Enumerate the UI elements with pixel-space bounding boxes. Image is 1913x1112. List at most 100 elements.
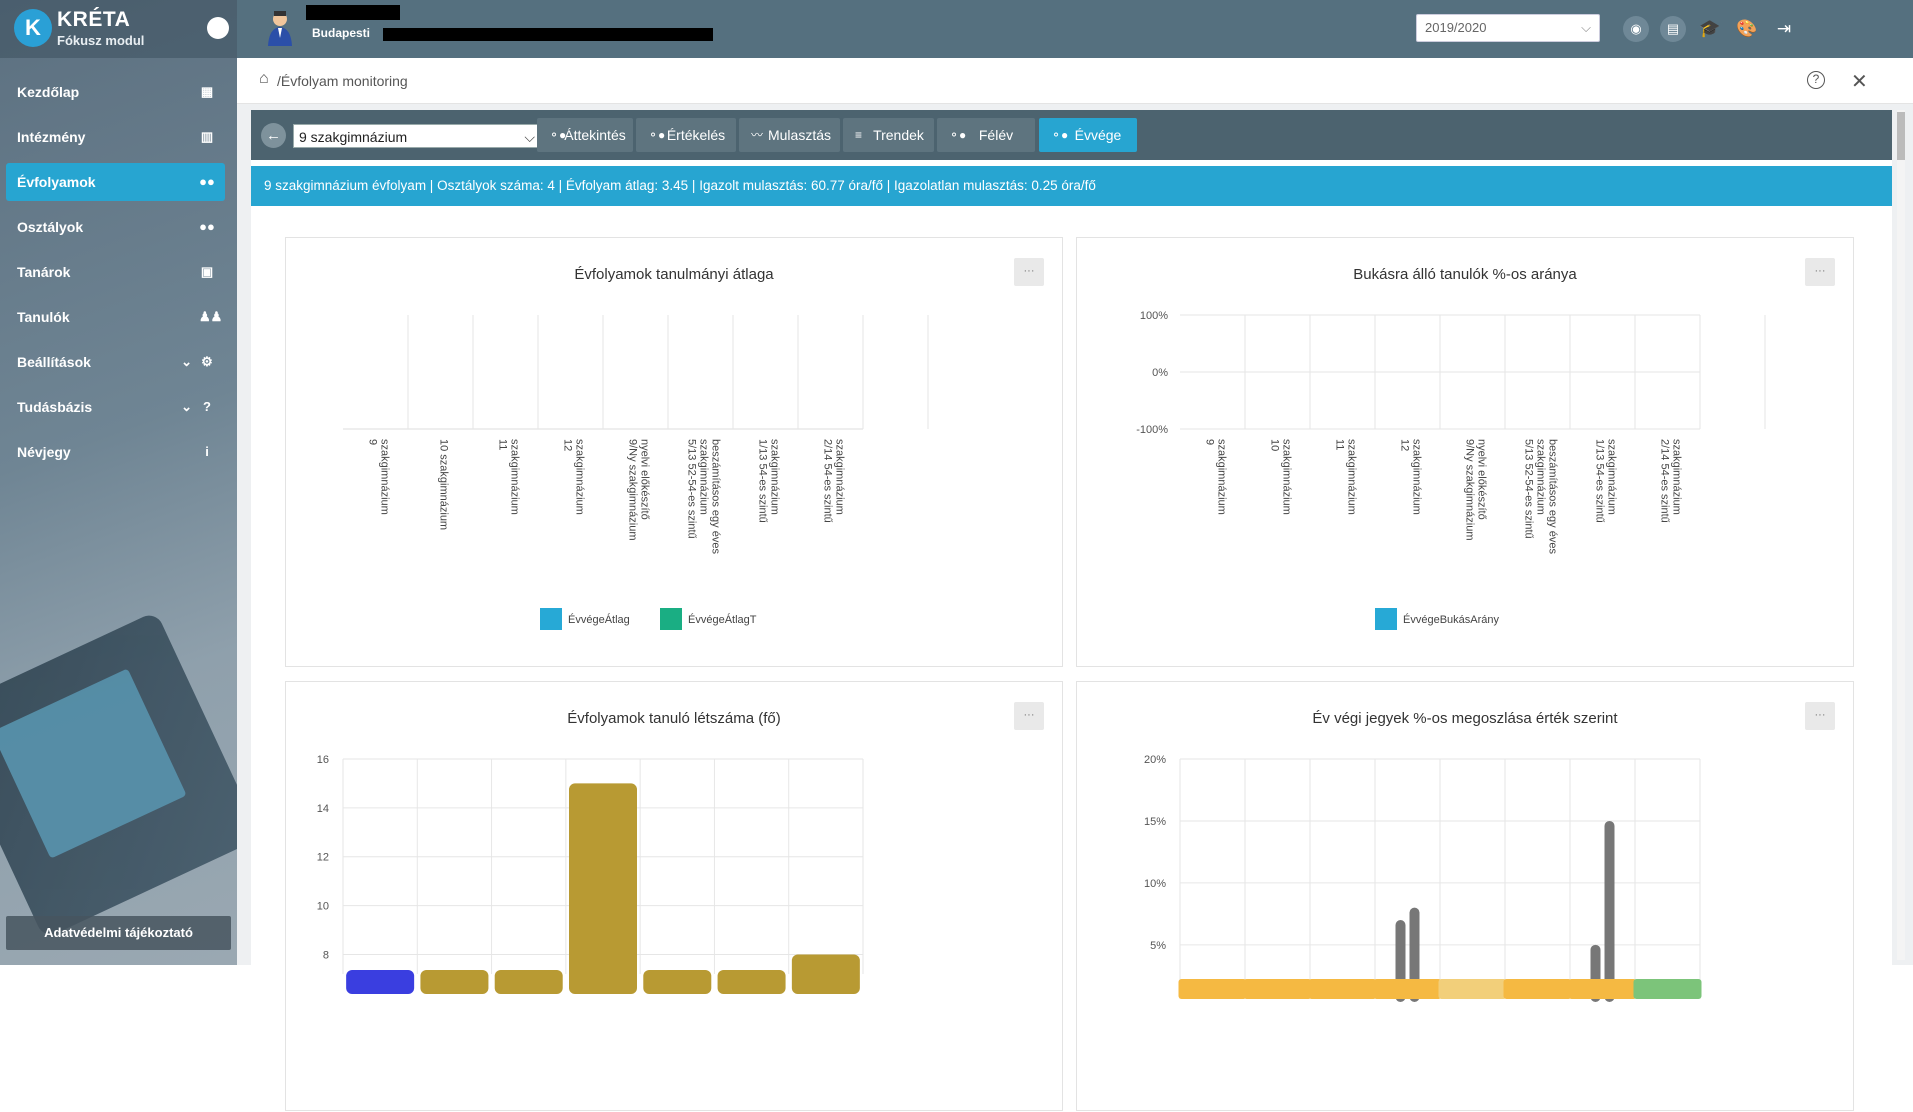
x-tick-label: szakgimnázium xyxy=(1346,439,1358,515)
x-tick-label: 2/14 54-es szintű xyxy=(1659,439,1671,523)
group-select-value: 9 szakgimnázium xyxy=(299,129,408,145)
sidebar-item-8[interactable]: Névjegy i xyxy=(6,433,225,471)
x-tick-label: szakgimnázium xyxy=(1606,439,1618,515)
group-icon: ●● xyxy=(199,219,215,234)
sidebar-item-1[interactable]: Intézmény ▥ xyxy=(6,118,225,156)
redacted-bar xyxy=(306,5,400,20)
tab-1[interactable]: ⚬● Értékelés xyxy=(636,118,736,152)
sidebar-item-label: Intézmény xyxy=(17,129,86,145)
chart-menu-button[interactable]: ··· xyxy=(1805,702,1835,730)
sidebar-item-label: Beállítások xyxy=(17,354,91,370)
tab-label: Áttekintés xyxy=(564,127,626,143)
bar xyxy=(1633,979,1702,999)
user-avatar-icon xyxy=(267,10,292,46)
sidebar-item-0[interactable]: Kezdőlap ▦ xyxy=(6,73,225,111)
bubbles-icon: ⚬● xyxy=(549,128,567,142)
x-tick-label: 12 xyxy=(562,439,574,451)
list-icon: ≡ xyxy=(855,128,863,142)
y-tick-label: 20% xyxy=(1144,754,1166,766)
chart-card-grades: Év végi jegyek %-os megoszlása érték sze… xyxy=(1076,681,1854,1111)
chart-menu-button[interactable]: ··· xyxy=(1805,258,1835,286)
sidebar-item-label: Tanulók xyxy=(17,309,70,325)
tab-5[interactable]: ⚬● Évvége xyxy=(1039,118,1137,152)
breadcrumb: ⌂ /Évfolyam monitoring ? ✕ xyxy=(237,58,1913,104)
eye-icon[interactable]: ◉ xyxy=(1623,16,1649,42)
scrollbar-thumb[interactable] xyxy=(1897,112,1905,160)
dashboard-icon: ▦ xyxy=(200,84,214,99)
x-tick-label: 9 xyxy=(1204,439,1216,445)
year-select[interactable]: 2019/2020 ⌵ xyxy=(1416,14,1600,42)
x-tick-label: nyelvi előkészítő xyxy=(639,439,651,520)
sidebar-item-6[interactable]: Beállítások ⌄ ⚙ xyxy=(6,343,225,381)
y-tick-label: 10 xyxy=(317,901,329,913)
id-card-icon[interactable]: ▤ xyxy=(1660,16,1686,42)
sidebar-toggle[interactable] xyxy=(207,17,229,39)
legend-swatch xyxy=(660,608,682,630)
sidebar-item-3[interactable]: Osztályok ●● xyxy=(6,208,225,246)
x-tick-label: beszámításos egy éves xyxy=(710,439,722,554)
group-icon: ●● xyxy=(199,174,215,189)
logout-icon[interactable]: ⇥ xyxy=(1776,19,1792,38)
sidebar-nav: Kezdőlap ▦ Intézmény ▥ Évfolyamok ●● Osztályok… xyxy=(0,73,237,478)
graduation-cap-icon[interactable]: 🎓 xyxy=(1699,19,1721,38)
tab-2[interactable]: 〰 Mulasztás xyxy=(739,118,840,152)
tab-label: Mulasztás xyxy=(767,127,832,143)
bubbles-icon: ⚬● xyxy=(1051,128,1069,142)
scrollbar[interactable] xyxy=(1897,110,1905,960)
x-tick-label: 5/13 52-54-es szintű xyxy=(1523,439,1535,539)
home-icon[interactable]: ⌂ xyxy=(259,70,269,87)
tab-3[interactable]: ≡ Trendek xyxy=(843,118,934,152)
chart-menu-button[interactable]: ··· xyxy=(1014,702,1044,730)
bar xyxy=(791,954,860,994)
x-tick-label: 9 xyxy=(367,439,379,445)
bar xyxy=(346,970,415,994)
bar xyxy=(643,970,712,994)
bar xyxy=(1604,820,1615,1002)
arrow-left-icon[interactable]: ← xyxy=(261,123,286,148)
bar xyxy=(420,970,489,994)
legend-swatch xyxy=(540,608,562,630)
chevron-down-icon: ⌵ xyxy=(1581,20,1591,35)
chart-title: Évfolyamok tanuló létszáma (fő) xyxy=(567,710,781,727)
x-tick-label: szakgimnázium xyxy=(769,439,781,515)
legend-swatch xyxy=(1375,608,1397,630)
chevron-down-icon: ⌵ xyxy=(524,129,535,145)
y-tick-label: 100% xyxy=(1140,310,1168,322)
tab-0[interactable]: ⚬● Áttekintés xyxy=(537,118,633,152)
x-tick-label: 10 szakgimnázium xyxy=(438,439,450,530)
x-tick-label: 10 xyxy=(1269,439,1281,451)
privacy-button[interactable]: Adatvédelmi tájékoztató xyxy=(6,916,231,950)
chart-menu-button[interactable]: ··· xyxy=(1014,258,1044,286)
x-tick-label: 12 xyxy=(1399,439,1411,451)
bar xyxy=(1438,979,1507,999)
sidebar-item-label: Évfolyamok xyxy=(17,174,96,190)
chart-card-failure: Bukásra álló tanulók %-os aránya ··· 100… xyxy=(1076,237,1854,667)
x-tick-label: 11 xyxy=(1334,439,1346,450)
close-icon[interactable]: ✕ xyxy=(1851,71,1868,93)
sidebar-item-label: Névjegy xyxy=(17,444,71,460)
sidebar-item-7[interactable]: Tudásbázis ⌄? xyxy=(6,388,225,426)
y-tick-label: 0% xyxy=(1152,367,1168,379)
help-icon[interactable]: ? xyxy=(1807,71,1825,89)
sidebar-item-4[interactable]: Tanárok ▣ xyxy=(6,253,225,291)
legend-label: ÉvvégeÁtlagT xyxy=(688,613,757,626)
palette-icon[interactable]: 🎨 xyxy=(1736,19,1758,38)
tab-label: Évvége xyxy=(1074,127,1122,143)
bar xyxy=(494,970,563,994)
bar xyxy=(569,783,637,994)
x-tick-label: nyelvi előkészítő xyxy=(1476,439,1488,520)
y-tick-label: 16 xyxy=(317,754,329,766)
sidebar-item-2[interactable]: Évfolyamok ●● xyxy=(6,163,225,201)
tab-4[interactable]: ⚬● Félév xyxy=(937,118,1035,152)
sidebar-item-5[interactable]: Tanulók ♟♟ xyxy=(6,298,225,336)
sidebar-item-label: Tanárok xyxy=(17,264,71,280)
toolbar: ← 9 szakgimnázium⌵ → ⚬●Áttekintés⚬●Érték… xyxy=(251,110,1892,160)
building-icon: ▥ xyxy=(200,129,214,144)
trend-icon: 〰 xyxy=(751,128,764,142)
bubbles-icon: ⚬● xyxy=(648,128,666,142)
group-select[interactable]: 9 szakgimnázium ⌵ xyxy=(293,124,542,148)
app-title: KRÉTA xyxy=(57,8,131,31)
chart-card-average: Évfolyamok tanulmányi átlaga ··· 9 szakgi… xyxy=(285,237,1063,667)
legend-label: ÉvvégeÁtlag xyxy=(568,613,630,626)
y-tick-label: -100% xyxy=(1136,424,1168,436)
